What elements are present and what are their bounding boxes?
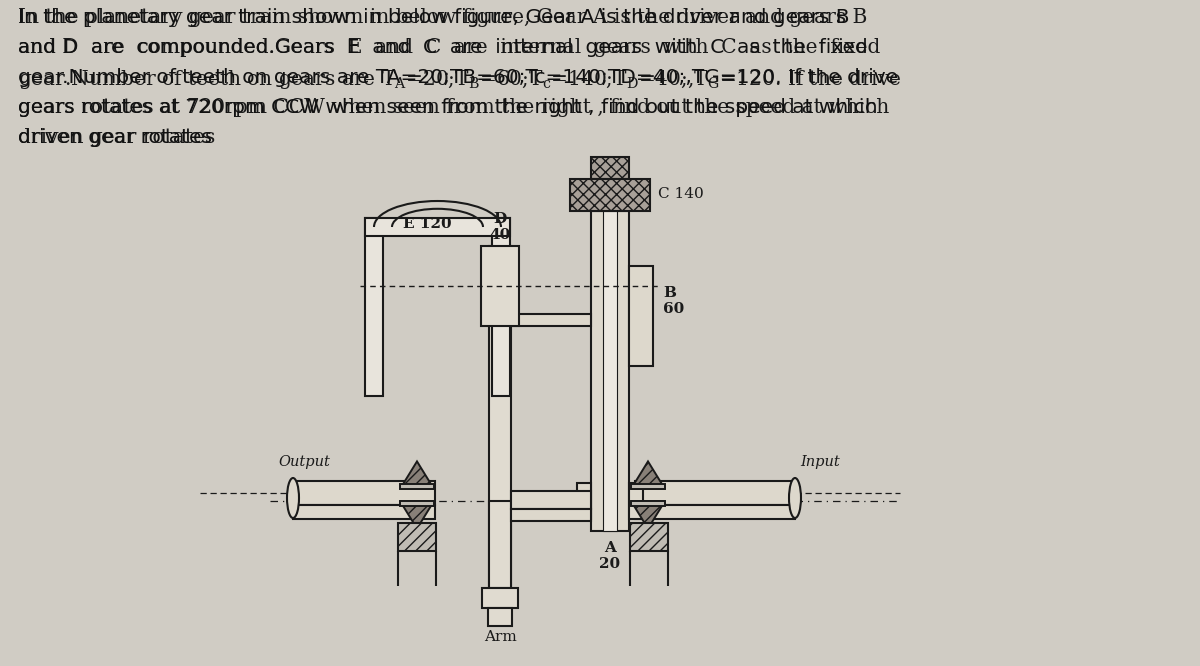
Bar (635, 481, 796, 505)
Bar (631, 484, 665, 489)
Bar (604, 211, 617, 531)
Text: driven gear rotates: driven gear rotates (18, 128, 215, 147)
Bar (592, 211, 629, 531)
Polygon shape (631, 462, 665, 489)
Bar (490, 501, 511, 588)
Polygon shape (401, 501, 434, 529)
Ellipse shape (790, 478, 802, 518)
Bar (293, 481, 436, 505)
Bar (511, 509, 592, 521)
Bar (365, 218, 510, 236)
Bar (401, 501, 434, 506)
Text: A
20: A 20 (600, 541, 620, 571)
Text: In the planetary gear train shown in below figure, Gear A is the driver and gear: In the planetary gear train shown in bel… (18, 8, 868, 27)
Text: D
40: D 40 (490, 212, 511, 242)
Bar (401, 484, 434, 489)
Text: Output: Output (278, 455, 330, 469)
Text: Input: Input (800, 455, 840, 469)
Bar (481, 246, 520, 326)
Bar (577, 483, 592, 519)
Bar (629, 483, 643, 519)
Bar (488, 608, 512, 626)
Text: C 140: C 140 (658, 187, 703, 201)
Bar (511, 314, 592, 326)
Bar (629, 266, 653, 366)
Text: and D  are  compounded.Gears  E  and  C  are  internal  gears  with  C  as  the : and D are compounded.Gears E and C are i… (18, 38, 881, 57)
Bar (293, 505, 436, 519)
Bar (490, 246, 511, 588)
Text: E 120: E 120 (403, 217, 452, 231)
Bar (592, 157, 629, 179)
Bar (492, 218, 510, 396)
Text: gears rotates at 720rpm CCW when seen from the right , find out the speed at whi: gears rotates at 720rpm CCW when seen fr… (18, 98, 889, 117)
Bar (630, 523, 668, 551)
Text: gear.Number of teeth on gears are TA=20;TB=60;Tc=140;TD=40;,TG=120. If the drive: gear.Number of teeth on gears are TA=20;… (18, 68, 898, 87)
Text: and D  are  compounded.Gears  E  and  C  are  internal  gears  with  C  as  the : and D are compounded.Gears E and C are i… (18, 38, 868, 57)
Text: gear.Number of teeth on gears are $\mathregular{T_A}$=20;$\mathregular{T_B}$=60;: gear.Number of teeth on gears are $\math… (18, 68, 901, 91)
Text: Arm: Arm (484, 630, 516, 644)
Ellipse shape (287, 478, 299, 518)
Bar (365, 218, 383, 396)
Polygon shape (631, 501, 665, 529)
Bar (631, 501, 665, 506)
Text: gears rotates at 720rpm CCW when seen from the right , find out the speed at whi: gears rotates at 720rpm CCW when seen fr… (18, 98, 877, 117)
Bar (511, 491, 592, 509)
Bar (635, 505, 796, 519)
Bar (482, 588, 518, 608)
Bar (570, 179, 650, 211)
Text: In the planetary gear train shown in below figure, Gear A is the driver and gear: In the planetary gear train shown in bel… (18, 8, 850, 27)
Polygon shape (401, 462, 434, 489)
Text: B
60: B 60 (662, 286, 684, 316)
Bar (398, 523, 436, 551)
Text: driven gear rotates: driven gear rotates (18, 128, 212, 147)
